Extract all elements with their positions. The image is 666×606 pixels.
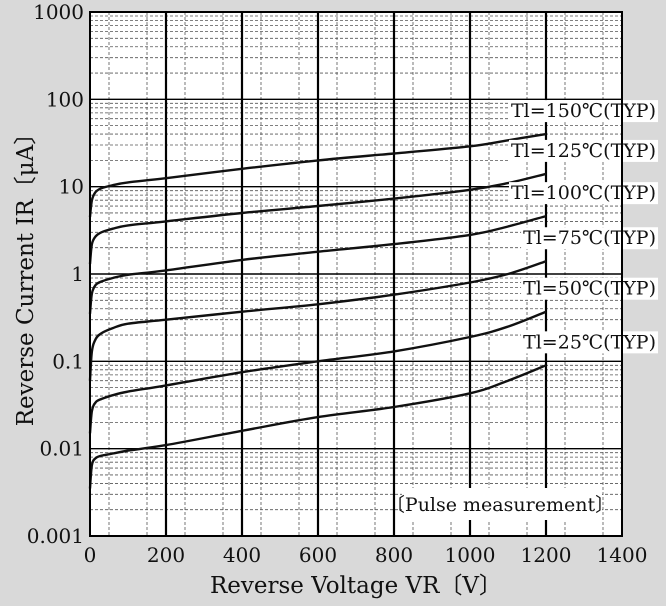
- series-label: Tl=25℃(TYP): [523, 331, 656, 353]
- y-tick-label: 1: [71, 262, 84, 286]
- y-tick-labels: 0.001 0.01 0.1 1 10 100 1000: [27, 0, 84, 548]
- x-tick-label: 0: [84, 543, 97, 567]
- annotation-background: [402, 488, 602, 520]
- series-label-background: [508, 139, 658, 162]
- y-tick-label: 100: [46, 87, 84, 111]
- plot-frame: [89, 11, 623, 537]
- x-tick-label: 600: [299, 543, 337, 567]
- y-axis-title: Reverse Current IR〔μA〕: [13, 122, 39, 427]
- series-label: Tl=125℃(TYP): [511, 140, 656, 162]
- y-tick-label: 1000: [33, 0, 84, 24]
- series-lines: [88, 132, 547, 489]
- x-tick-label: 1000: [445, 543, 496, 567]
- series-label-background: [521, 331, 658, 354]
- x-tick-labels: 0 200 400 600 800 1000 1200 1400: [84, 543, 648, 567]
- series-label-background: [508, 182, 658, 205]
- pulse-measurement-annotation: 〔Pulse measurement〕: [386, 494, 614, 516]
- series-label-background: [521, 227, 658, 250]
- series-label: Tl=75℃(TYP): [523, 227, 656, 249]
- y-tick-label: 0.01: [39, 437, 84, 461]
- x-tick-label: 200: [147, 543, 185, 567]
- series-line: [88, 214, 547, 314]
- y-tick-label: 0.001: [27, 524, 84, 548]
- x-axis-title: Reverse Voltage VR〔V〕: [210, 573, 502, 599]
- series-labels: Tl=150℃(TYP) Tl=125℃(TYP) Tl=100℃(TYP) Tl=7…: [508, 100, 658, 354]
- y-tick-label: 0.1: [52, 349, 84, 373]
- y-tick-label: 10: [59, 175, 84, 199]
- series-line: [88, 364, 547, 489]
- series-line: [88, 172, 547, 265]
- series-label: Tl=50℃(TYP): [523, 278, 656, 300]
- x-tick-label: 400: [223, 543, 261, 567]
- series-line: [88, 132, 547, 218]
- major-grid: [90, 12, 622, 536]
- series-label-background: [508, 100, 658, 123]
- series-line: [88, 260, 547, 381]
- x-tick-label: 1200: [521, 543, 572, 567]
- series-label-background: [521, 277, 658, 300]
- x-tick-label: 1400: [597, 543, 648, 567]
- series-label: Tl=100℃(TYP): [511, 182, 656, 204]
- x-tick-label: 800: [375, 543, 413, 567]
- series-line: [88, 310, 547, 434]
- series-label: Tl=150℃(TYP): [511, 100, 656, 122]
